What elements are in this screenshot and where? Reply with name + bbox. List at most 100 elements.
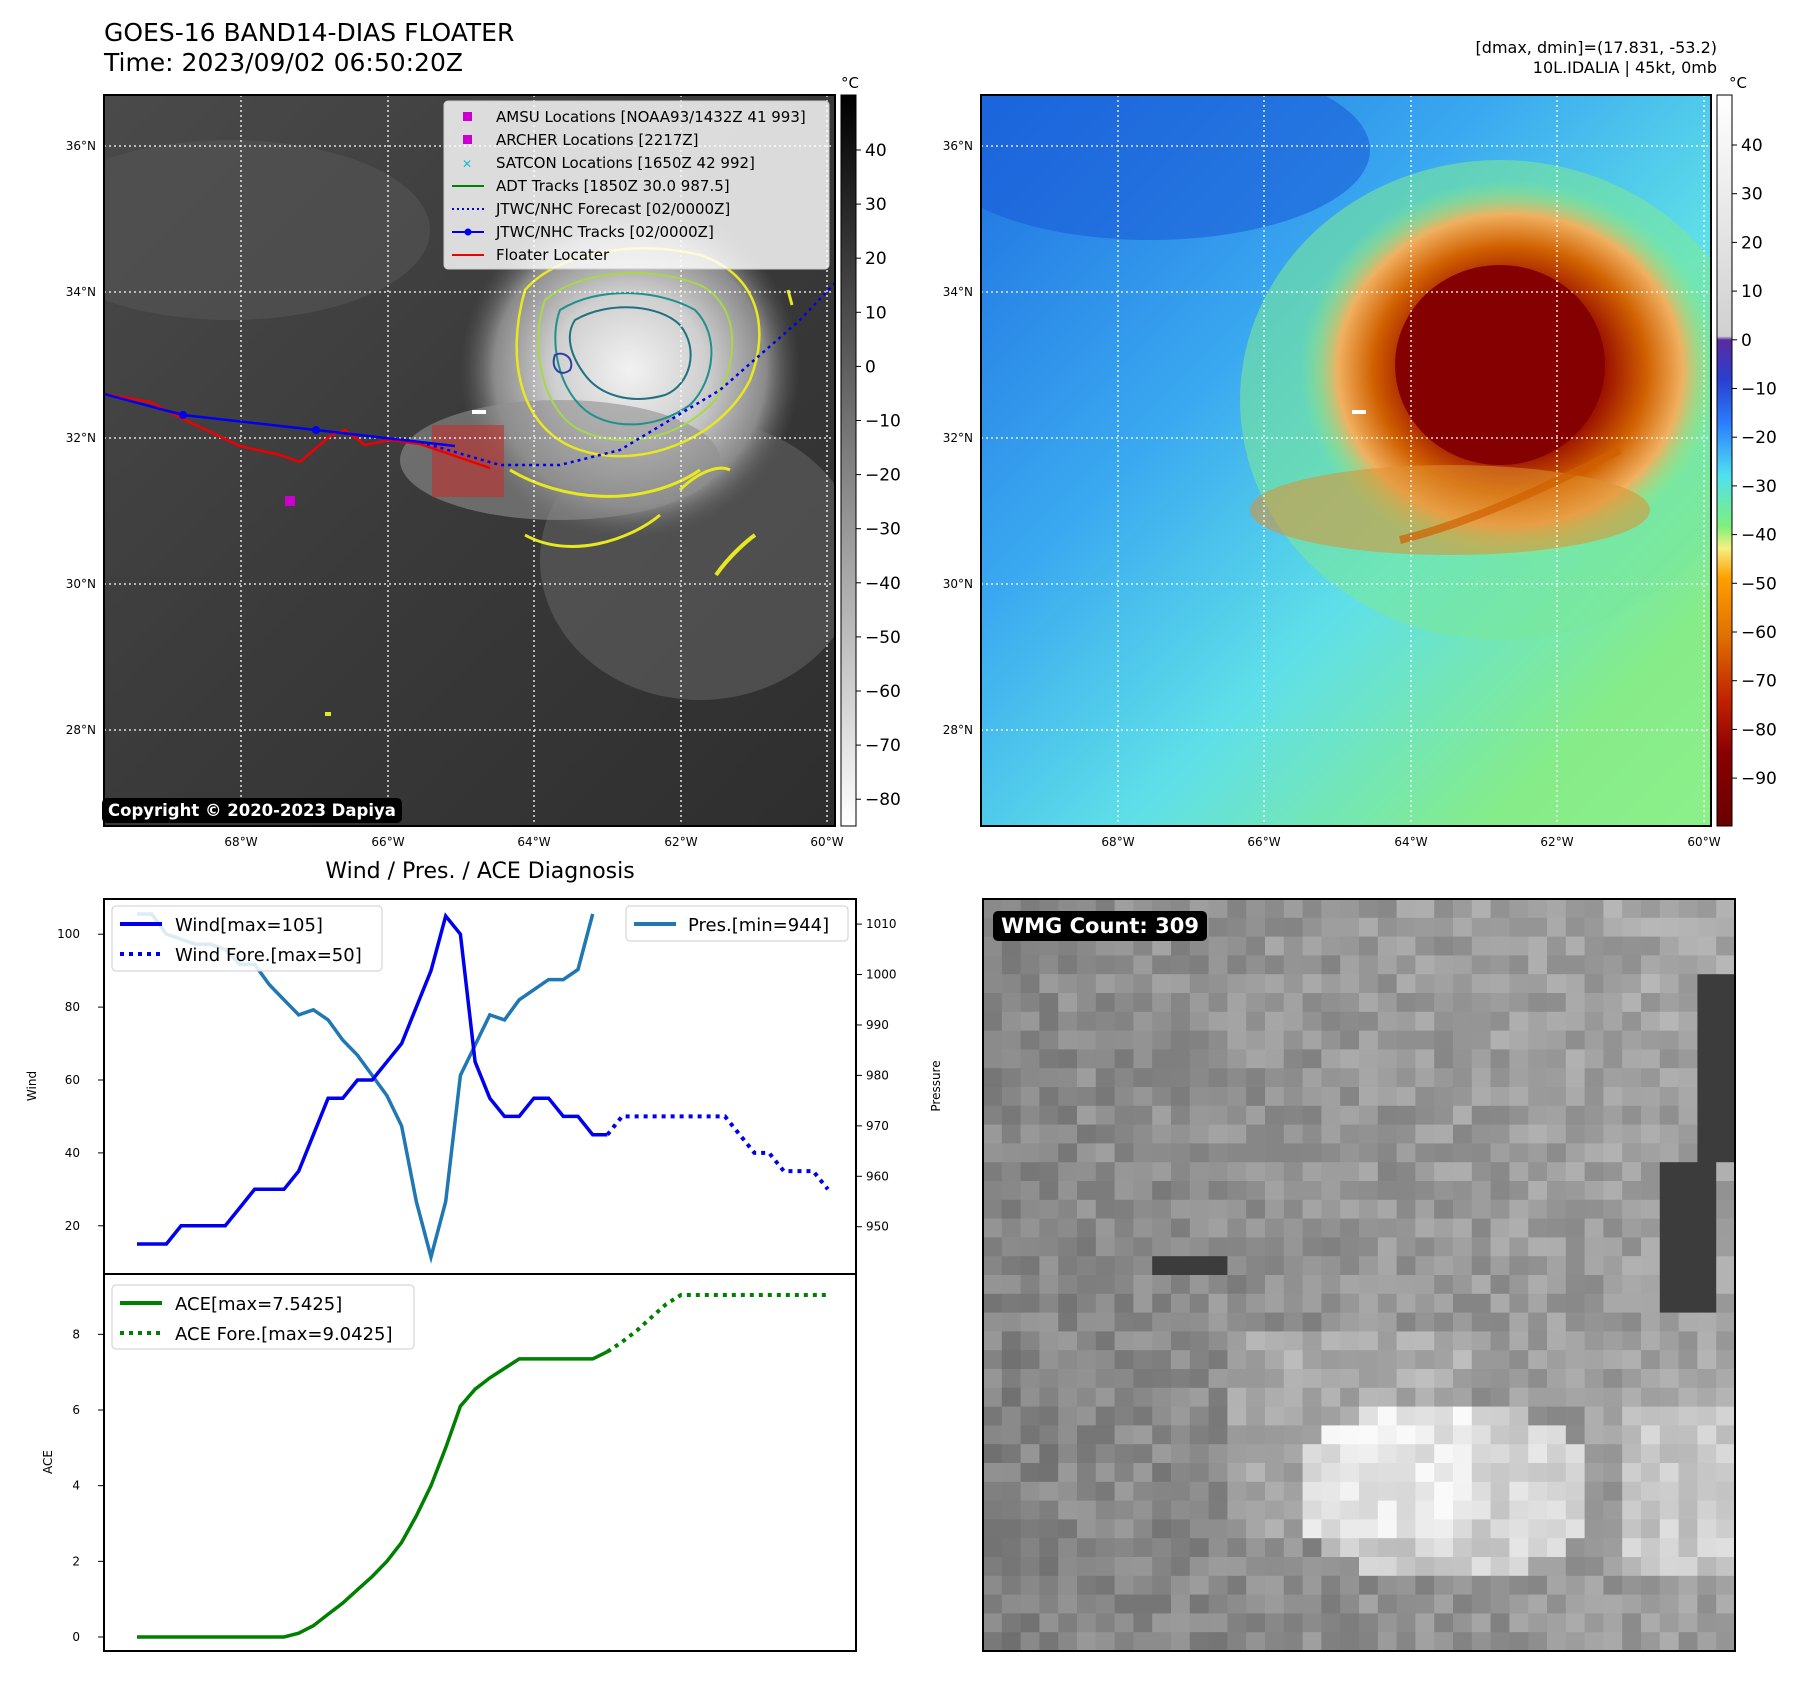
wmg-pixel — [1077, 1613, 1097, 1633]
wmg-pixel — [1227, 955, 1247, 975]
wmg-pixel — [1565, 1463, 1586, 1483]
wmg-pixel — [1189, 1199, 1210, 1220]
wmg-pixel — [1095, 1387, 1116, 1408]
wmg-pixel — [1528, 1049, 1548, 1069]
wmg-pixel — [1641, 1632, 1661, 1652]
wmg-pixel — [1434, 955, 1454, 975]
wmg-pixel — [1152, 993, 1172, 1013]
wmg-pixel — [1283, 1519, 1304, 1539]
wmg-pixel — [1208, 917, 1228, 938]
wmg-pixel — [1302, 1218, 1322, 1238]
wmg-pixel — [1641, 1575, 1661, 1596]
wmg-pixel — [1152, 1030, 1172, 1050]
wmg-pixel — [1189, 955, 1210, 975]
wmg-pixel — [1152, 1387, 1172, 1408]
wmg-pixel — [1039, 1425, 1059, 1445]
wmg-pixel — [1114, 1500, 1134, 1520]
pressure-legend: Pres.[min=944] — [625, 905, 849, 942]
wmg-pixel — [1095, 1463, 1116, 1483]
wmg-pixel — [1377, 1181, 1398, 1201]
wmg-pixel — [1283, 1425, 1304, 1445]
wmg-pixel — [1246, 1575, 1266, 1596]
wmg-pixel — [1227, 1030, 1247, 1050]
wmg-pixel — [983, 1105, 1003, 1126]
wmg-pixel — [1152, 974, 1172, 994]
wmg-pixel — [1227, 1049, 1247, 1069]
wmg-pixel — [1058, 1425, 1078, 1445]
wmg-pixel — [1171, 974, 1191, 994]
wmg-pixel — [1189, 1575, 1210, 1596]
wmg-pixel — [1152, 1256, 1172, 1276]
wmg-pixel — [1152, 1049, 1172, 1069]
wmg-pixel — [1283, 1256, 1304, 1276]
lat-tick-label: 28°N — [943, 723, 973, 737]
wmg-pixel — [1622, 917, 1642, 938]
wmg-pixel — [1377, 1331, 1398, 1351]
wmg-pixel — [1716, 1481, 1736, 1502]
wmg-pixel — [1641, 955, 1661, 975]
wmg-pixel — [1077, 1575, 1097, 1596]
wmg-pixel — [1171, 1613, 1191, 1633]
wmg-pixel — [1471, 917, 1492, 938]
wmg-pixel — [1340, 1199, 1360, 1220]
wmg-pixel — [1453, 1500, 1473, 1520]
map-legend: AMSU Locations [NOAA93/1432Z 41 993]ARCH… — [443, 100, 830, 270]
wmg-pixel — [1434, 1500, 1454, 1520]
wmg-pixel — [1246, 1218, 1266, 1238]
wmg-pixel — [1547, 1049, 1567, 1069]
wmg-pixel — [1716, 1011, 1736, 1032]
wmg-pixel — [1321, 1594, 1341, 1614]
wmg-pixel — [1603, 1575, 1623, 1596]
wmg-pixel — [983, 974, 1003, 994]
wmg-pixel — [1453, 993, 1473, 1013]
wmg-pixel — [1716, 993, 1736, 1013]
wmg-pixel — [1716, 1425, 1736, 1445]
wmg-pixel — [1622, 1237, 1642, 1257]
wmg-pixel — [1283, 1444, 1304, 1464]
wmg-pixel — [1133, 1105, 1153, 1126]
wmg-pixel — [1584, 1181, 1604, 1201]
wmg-pixel — [1641, 1500, 1661, 1520]
wmg-pixel — [1716, 917, 1736, 938]
wmg-pixel — [1265, 974, 1285, 994]
wmg-pixel — [1077, 1256, 1097, 1276]
wmg-pixel — [1265, 1369, 1285, 1389]
wmg-pixel — [1471, 955, 1492, 975]
wmg-pixel — [1453, 917, 1473, 938]
wmg-pixel — [1453, 1613, 1473, 1633]
wmg-pixel — [1509, 1218, 1529, 1238]
wmg-pixel — [1453, 899, 1473, 919]
wmg-pixel — [1490, 1594, 1510, 1614]
wmg-pixel — [1697, 1406, 1717, 1426]
wmg-pixel — [1377, 1369, 1398, 1389]
wmg-pixel — [1133, 1575, 1153, 1596]
wmg-pixel — [1434, 1181, 1454, 1201]
wmg-pixel — [1340, 1557, 1360, 1577]
wmg-pixel — [1434, 993, 1454, 1013]
legend-wind-forecast: Wind Fore.[max=50] — [175, 945, 362, 966]
wmg-pixel — [1246, 1199, 1266, 1220]
wmg-pixel — [1641, 1312, 1661, 1332]
wmg-pixel — [1133, 1538, 1153, 1558]
wmg-pixel — [1528, 1613, 1548, 1633]
wmg-pixel — [1697, 1181, 1717, 1201]
wmg-pixel — [1208, 1463, 1228, 1483]
wmg-pixel — [1547, 993, 1567, 1013]
wmg-pixel — [1622, 1068, 1642, 1088]
wmg-pixel — [1659, 1557, 1680, 1577]
wmg-pixel — [1152, 1199, 1172, 1220]
wmg-pixel — [1716, 1293, 1736, 1314]
wmg-pixel — [1359, 1594, 1379, 1614]
wmg-pixel — [1659, 1519, 1680, 1539]
legend-wind: Wind[max=105] — [175, 915, 323, 936]
wmg-pixel — [1490, 1256, 1510, 1276]
wmg-pixel — [1471, 936, 1492, 956]
colorbar-tick-label: 10 — [1741, 282, 1763, 302]
wmg-pixel — [1020, 1500, 1040, 1520]
wmg-pixel — [1603, 1312, 1623, 1332]
wmg-pixel — [1603, 1218, 1623, 1238]
wmg-pixel — [1396, 1369, 1416, 1389]
wmg-pixel — [1114, 1406, 1134, 1426]
wmg-pixel — [1716, 1519, 1736, 1539]
